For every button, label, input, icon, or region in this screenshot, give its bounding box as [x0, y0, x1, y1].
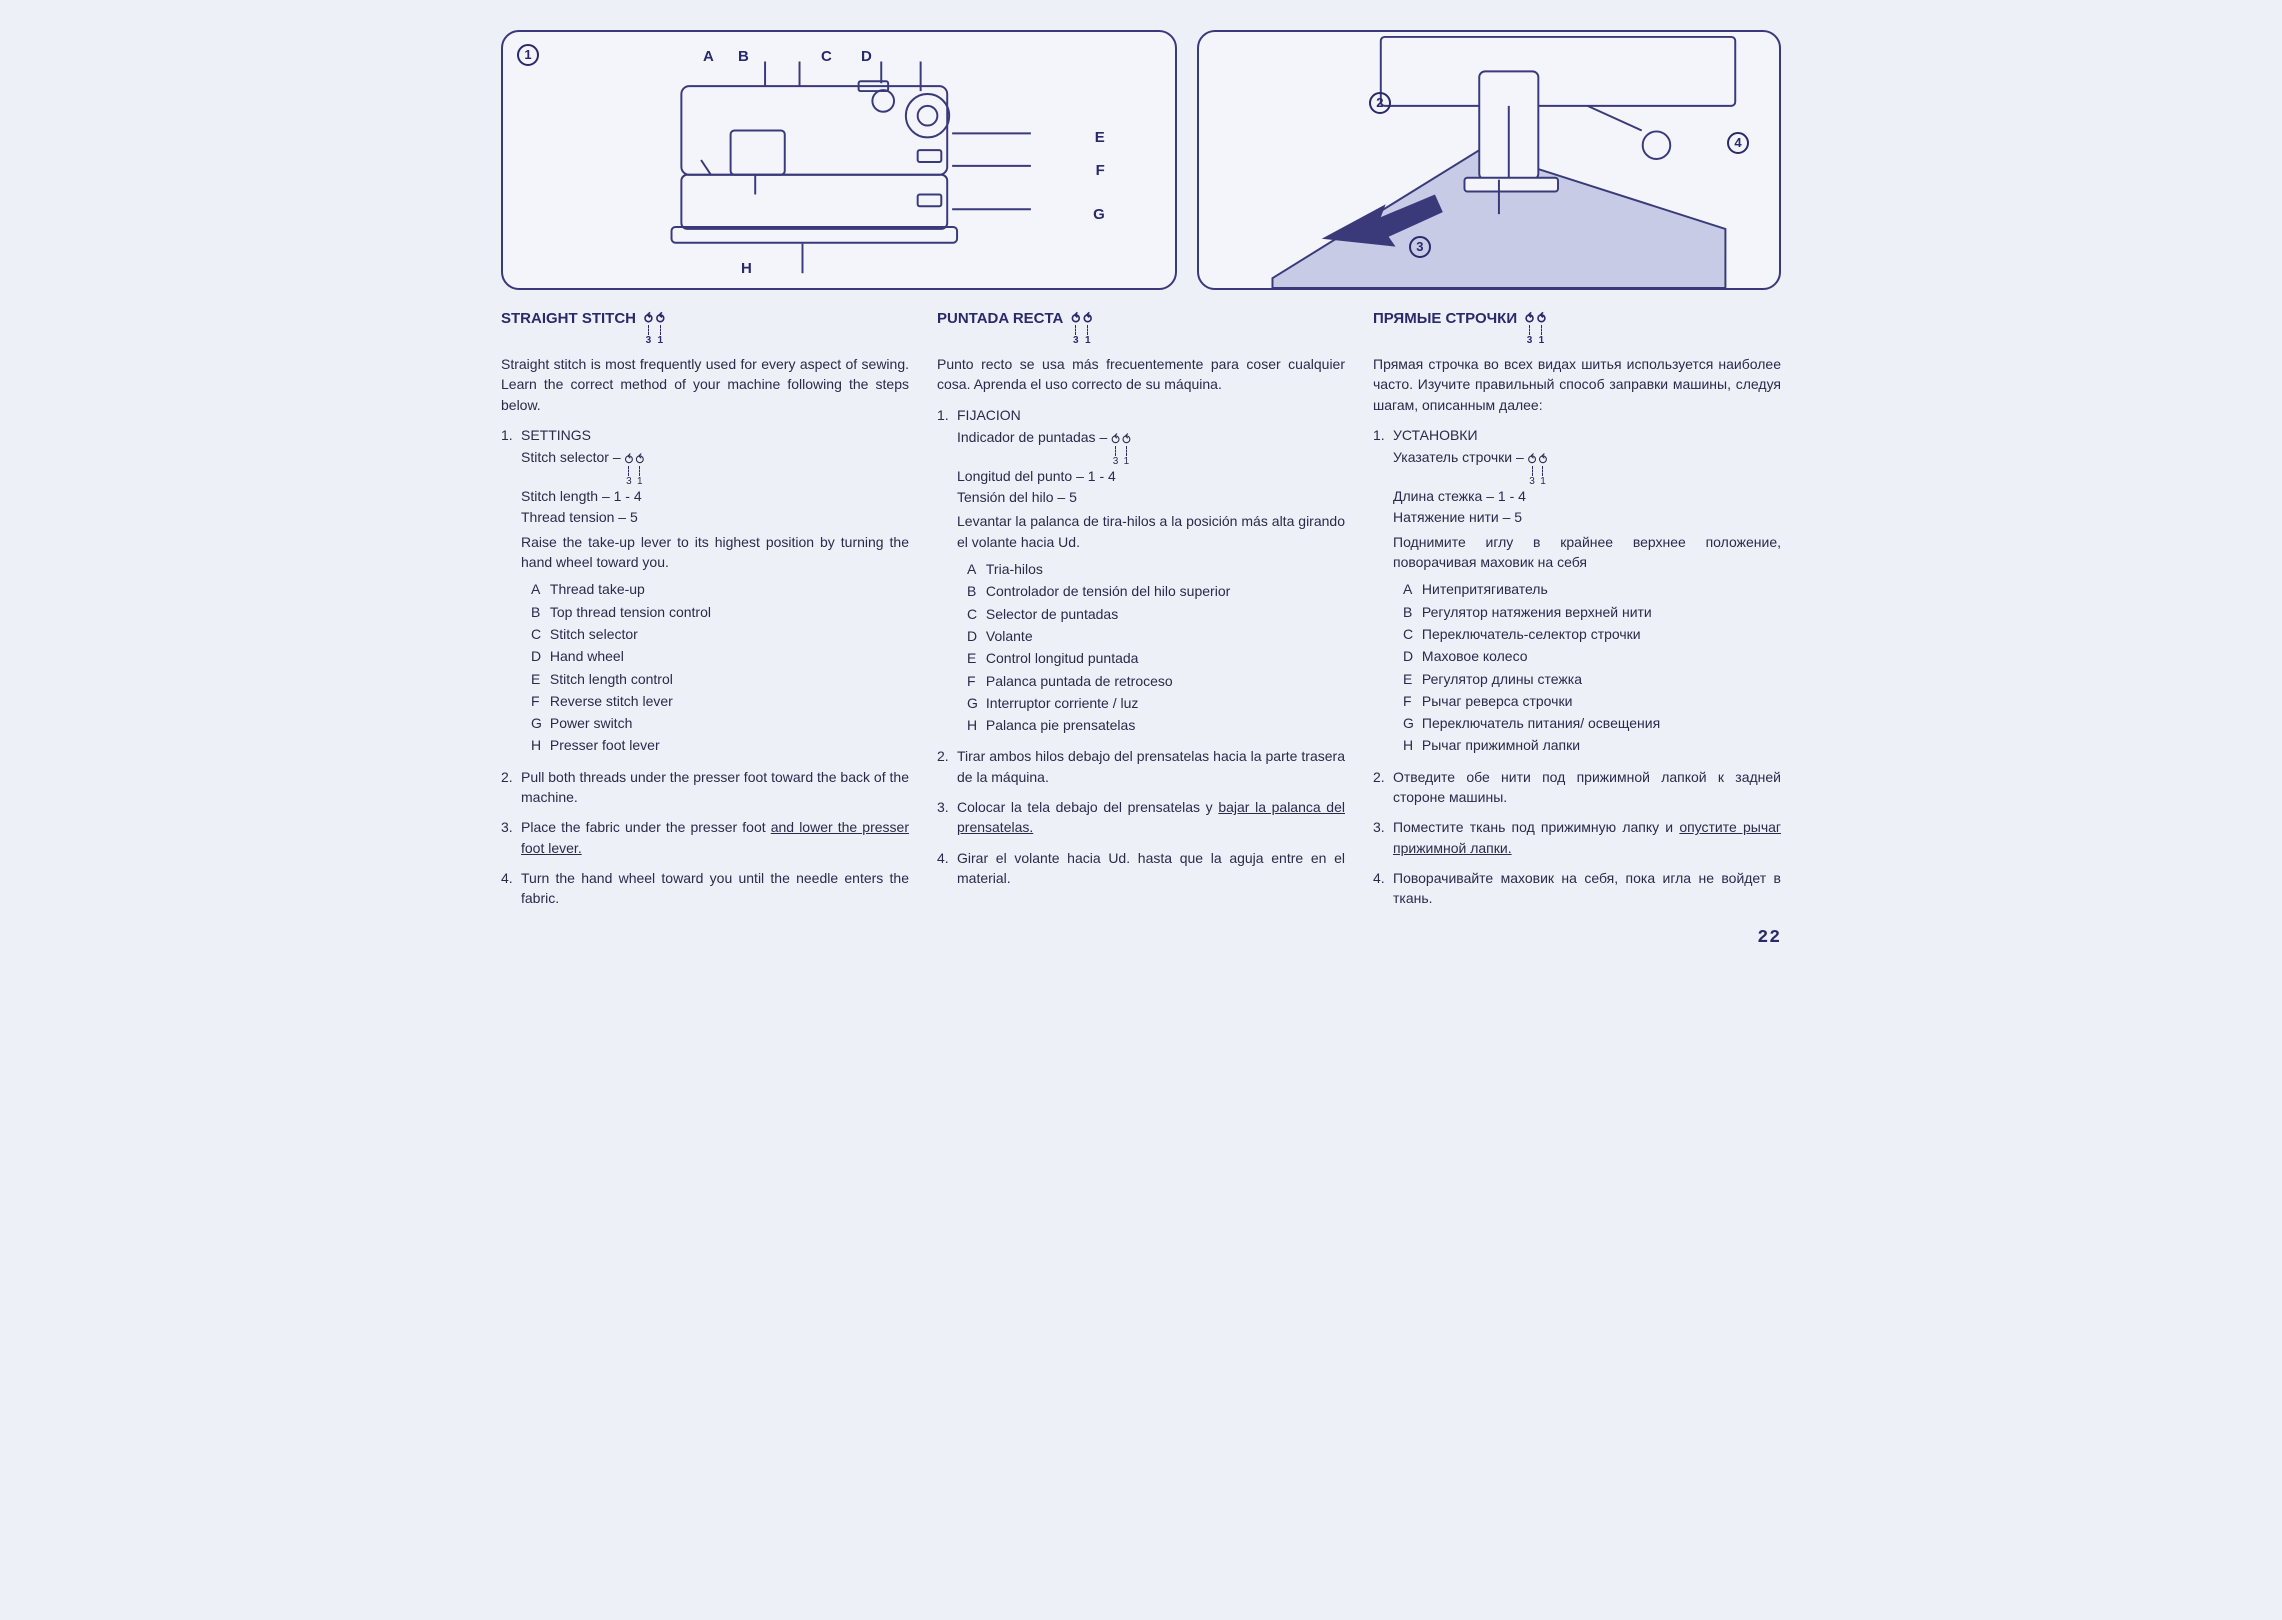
table-row: CSelector de puntadas — [967, 603, 1238, 625]
settings-lines: Указатель строчки – ⥀3 ⥀1 Длина стежка –… — [1393, 447, 1781, 528]
title-text: STRAIGHT STITCH — [501, 308, 636, 330]
after-settings: Levantar la palanca de tira-hilos a la p… — [957, 511, 1345, 552]
step-2: Отведите обе нити под прижимной лапкой к… — [1373, 767, 1781, 808]
setting-line: Указатель строчки – — [1393, 449, 1524, 465]
table-row: HPalanca pie prensatelas — [967, 714, 1238, 736]
page-number: 22 — [501, 925, 1781, 951]
section-title: STRAIGHT STITCH ⥀3 ⥀1 — [501, 308, 909, 346]
table-row: CПереключатель-селектор строчки — [1403, 623, 1668, 645]
setting-line: Tensión del hilo – 5 — [957, 487, 1345, 507]
settings-lines: Indicador de puntadas – ⥀3 ⥀1 Longitud d… — [957, 427, 1345, 508]
intro-text: Straight stitch is most frequently used … — [501, 354, 909, 415]
settings-lines: Stitch selector – ⥀3 ⥀1 Stitch length – … — [521, 447, 909, 528]
presser-foot-icon — [1199, 32, 1779, 288]
table-row: FPalanca puntada de retroceso — [967, 670, 1238, 692]
table-row: EControl longitud puntada — [967, 647, 1238, 669]
setting-line: Indicador de puntadas – — [957, 429, 1107, 445]
diagram-2: 2 3 4 — [1197, 30, 1781, 290]
step-3: Поместите ткань под прижимную лапку и оп… — [1373, 817, 1781, 858]
section-title: PUNTADA RECTA ⥀3 ⥀1 — [937, 308, 1345, 346]
setting-line: Stitch selector – — [521, 449, 621, 465]
title-text: PUNTADA RECTA — [937, 308, 1063, 330]
settings-title: УСТАНОВКИ — [1393, 427, 1478, 443]
parts-table: ATria-hilos BControlador de tensión del … — [967, 558, 1238, 736]
column-en: STRAIGHT STITCH ⥀3 ⥀1 Straight stitch is… — [501, 308, 909, 919]
setting-line: Stitch length – 1 - 4 — [521, 486, 909, 506]
manual-page: 1 A B C D E F G H — [501, 30, 1781, 951]
table-row: GPower switch — [531, 712, 719, 734]
step-4: Поворачивайте маховик на себя, пока игла… — [1373, 868, 1781, 909]
after-settings: Поднимите иглу в крайнее верхнее положен… — [1393, 532, 1781, 573]
parts-table: AНитепритягиватель BРегулятор натяжения … — [1403, 578, 1668, 756]
step-2: Pull both threads under the presser foot… — [501, 767, 909, 808]
table-row: DVolante — [967, 625, 1238, 647]
stitch-icon: ⥀3 ⥀1 — [1525, 312, 1546, 346]
stitch-icon: ⥀3 ⥀1 — [644, 312, 665, 346]
title-text: ПРЯМЫЕ СТРОЧКИ — [1373, 308, 1517, 330]
table-row: DHand wheel — [531, 645, 719, 667]
table-row: HPresser foot lever — [531, 734, 719, 756]
setting-line: Натяжение нити – 5 — [1393, 507, 1781, 527]
steps-list: УСТАНОВКИ Указатель строчки – ⥀3 ⥀1 Длин… — [1373, 425, 1781, 909]
step-2: Tirar ambos hilos debajo del prensatelas… — [937, 746, 1345, 787]
section-title: ПРЯМЫЕ СТРОЧКИ ⥀3 ⥀1 — [1373, 308, 1781, 346]
table-row: FРычаг реверса строчки — [1403, 690, 1668, 712]
table-row: GПереключатель питания/ освещения — [1403, 712, 1668, 734]
diagram-2-circle-2: 2 — [1369, 92, 1391, 114]
table-row: FReverse stitch lever — [531, 690, 719, 712]
diagram-1: 1 A B C D E F G H — [501, 30, 1177, 290]
diagram-2-circle-3: 3 — [1409, 236, 1431, 258]
table-row: ATria-hilos — [967, 558, 1238, 580]
sewing-machine-icon — [503, 32, 1175, 288]
text-columns: STRAIGHT STITCH ⥀3 ⥀1 Straight stitch is… — [501, 308, 1781, 919]
step-1: SETTINGS Stitch selector – ⥀3 ⥀1 Stitch … — [501, 425, 909, 757]
table-row: HРычаг прижимной лапки — [1403, 734, 1668, 756]
step-3: Place the fabric under the presser foot … — [501, 817, 909, 858]
step-4: Girar el volante hacia Ud. hasta que la … — [937, 848, 1345, 889]
settings-title: SETTINGS — [521, 427, 591, 443]
parts-table: AThread take-up BTop thread tension cont… — [531, 578, 719, 756]
intro-text: Прямая строчка во всех видах шитья испол… — [1373, 354, 1781, 415]
settings-title: FIJACION — [957, 407, 1021, 423]
step-4: Turn the hand wheel toward you until the… — [501, 868, 909, 909]
table-row: BРегулятор натяжения верхней нити — [1403, 601, 1668, 623]
stitch-icon-inline: ⥀3 ⥀1 — [625, 453, 645, 487]
setting-line: Longitud del punto – 1 - 4 — [957, 466, 1345, 486]
setting-line: Thread tension – 5 — [521, 507, 909, 527]
stitch-icon-inline: ⥀3 ⥀1 — [1528, 453, 1548, 487]
steps-list: FIJACION Indicador de puntadas – ⥀3 ⥀1 L… — [937, 405, 1345, 889]
diagrams-row: 1 A B C D E F G H — [501, 30, 1781, 290]
table-row: BTop thread tension control — [531, 601, 719, 623]
table-row: EРегулятор длины стежка — [1403, 668, 1668, 690]
diagram-2-circle-4: 4 — [1727, 132, 1749, 154]
step-3: Colocar la tela debajo del prensatelas y… — [937, 797, 1345, 838]
table-row: BControlador de tensión del hilo superio… — [967, 580, 1238, 602]
after-settings: Raise the take-up lever to its highest p… — [521, 532, 909, 573]
table-row: EStitch length control — [531, 668, 719, 690]
stitch-icon-inline: ⥀3 ⥀1 — [1111, 433, 1131, 467]
step-1: УСТАНОВКИ Указатель строчки – ⥀3 ⥀1 Длин… — [1373, 425, 1781, 757]
column-ru: ПРЯМЫЕ СТРОЧКИ ⥀3 ⥀1 Прямая строчка во в… — [1373, 308, 1781, 919]
stitch-icon: ⥀3 ⥀1 — [1071, 312, 1092, 346]
table-row: AThread take-up — [531, 578, 719, 600]
table-row: AНитепритягиватель — [1403, 578, 1668, 600]
step-1: FIJACION Indicador de puntadas – ⥀3 ⥀1 L… — [937, 405, 1345, 737]
column-es: PUNTADA RECTA ⥀3 ⥀1 Punto recto se usa m… — [937, 308, 1345, 919]
steps-list: SETTINGS Stitch selector – ⥀3 ⥀1 Stitch … — [501, 425, 909, 909]
setting-line: Длина стежка – 1 - 4 — [1393, 486, 1781, 506]
table-row: DМаховое колесо — [1403, 645, 1668, 667]
intro-text: Punto recto se usa más frecuentemente pa… — [937, 354, 1345, 395]
table-row: CStitch selector — [531, 623, 719, 645]
table-row: GInterruptor corriente / luz — [967, 692, 1238, 714]
